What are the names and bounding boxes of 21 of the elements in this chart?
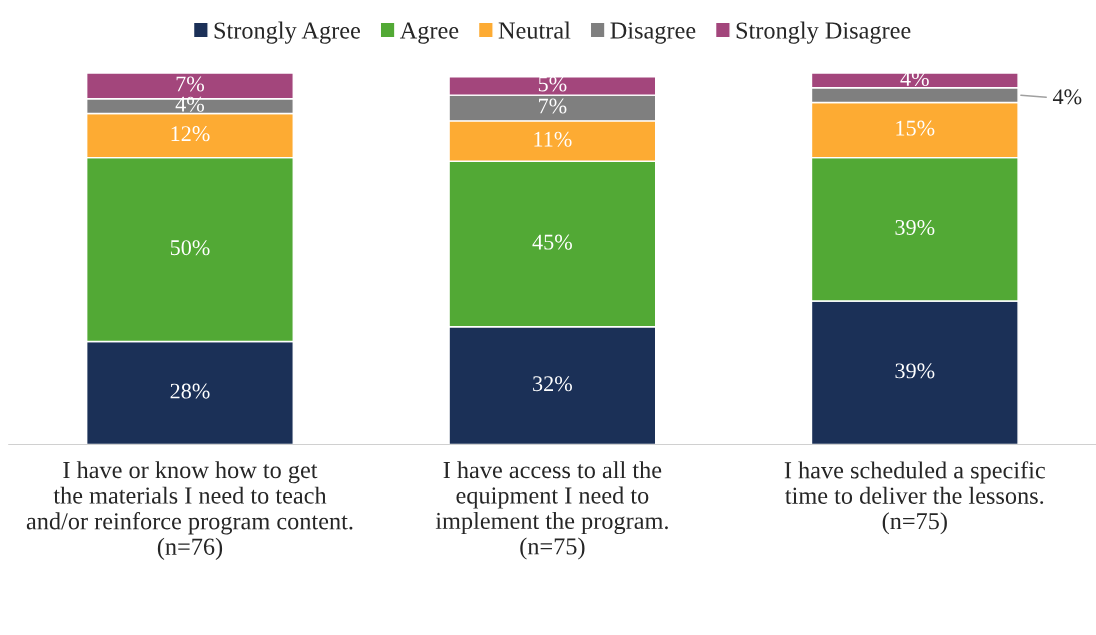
data-label: 7% — [539, 98, 567, 114]
legend-label: Agree — [399, 22, 459, 44]
legend-label: Strongly Agree — [214, 21, 360, 44]
data-label: 32% — [533, 376, 572, 392]
legend-label: Disagree — [610, 22, 696, 44]
data-label: 28% — [170, 383, 210, 399]
data-label: 12% — [171, 126, 210, 142]
data-label: 5% — [538, 76, 567, 92]
data-label: 7% — [176, 76, 205, 92]
data-label: 39% — [895, 363, 935, 379]
x-tick-label: I have access to all the equipment I need to implement the program. (n=75) — [435, 461, 668, 560]
data-label: 39% — [895, 219, 935, 235]
data-label: 15% — [896, 120, 935, 136]
x-tick-label: I have scheduled a specific time to deliver the lessons. (n=75) — [784, 461, 1045, 535]
x-tick-label: I have or know how to get the materials I need to teach and/or reinforce program content. (n=76) — [26, 461, 353, 560]
data-label: 11% — [534, 131, 572, 147]
legend-label: Strongly Disagree — [736, 21, 911, 44]
legend-label: Neutral — [498, 21, 571, 39]
data-label: 45% — [532, 234, 572, 250]
annotation: 4% — [1052, 89, 1082, 105]
data-label: 50% — [170, 240, 210, 256]
